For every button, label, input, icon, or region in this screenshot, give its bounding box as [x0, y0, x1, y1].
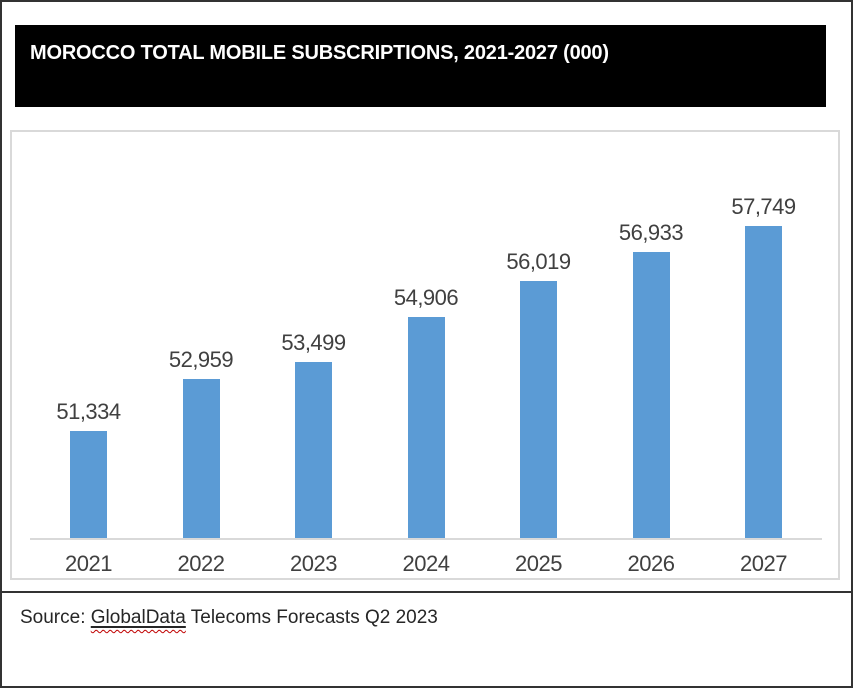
x-tick-2025: 2025: [515, 551, 562, 576]
x-tick-2023: 2023: [290, 551, 337, 576]
source-suffix: Telecoms Forecasts Q2 2023: [185, 607, 438, 628]
bar-2025: [520, 281, 557, 538]
x-tick-2022: 2022: [177, 551, 225, 576]
x-tick-2027: 2027: [740, 551, 787, 576]
value-label-2024: 54,906: [393, 285, 459, 310]
bar-2022: [182, 379, 220, 538]
x-tick-2024: 2024: [402, 551, 450, 576]
value-label-2022: 52,959: [168, 347, 234, 372]
value-label-2021: 51,334: [56, 399, 121, 424]
chart-title: MOROCCO TOTAL MOBILE SUBSCRIPTIONS, 2021…: [30, 42, 609, 64]
x-axis-line: [30, 538, 822, 540]
chart-area: 51,334 2021 52,959 2022 53,499 2023 54,906 2024…: [10, 130, 840, 580]
bar-2023: [295, 362, 332, 538]
source-link-inner: GlobalData: [90, 607, 186, 628]
bar-2027: [745, 226, 782, 538]
bar-2021: [70, 431, 107, 538]
value-label-2027: 57,749: [731, 194, 796, 219]
footer-divider: [2, 591, 851, 593]
chart-title-bar: MOROCCO TOTAL MOBILE SUBSCRIPTIONS, 2021…: [15, 25, 826, 107]
value-label-2023: 53,499: [281, 330, 346, 355]
bar-2024: [407, 317, 445, 538]
value-label-2025: 56,019: [506, 249, 571, 274]
value-label-2026: 56,933: [618, 220, 684, 245]
x-tick-2021: 2021: [65, 551, 112, 576]
x-tick-2026: 2026: [627, 551, 675, 576]
source-prefix: Source:: [20, 607, 91, 628]
source-link-text: GlobalData: [91, 607, 186, 628]
source-note: Source: GlobalData Telecoms Forecasts Q2…: [20, 605, 438, 631]
bar-2026: [632, 252, 670, 538]
bar-chart-plot: 51,334 2021 52,959 2022 53,499 2023 54,906 2024…: [12, 132, 838, 578]
